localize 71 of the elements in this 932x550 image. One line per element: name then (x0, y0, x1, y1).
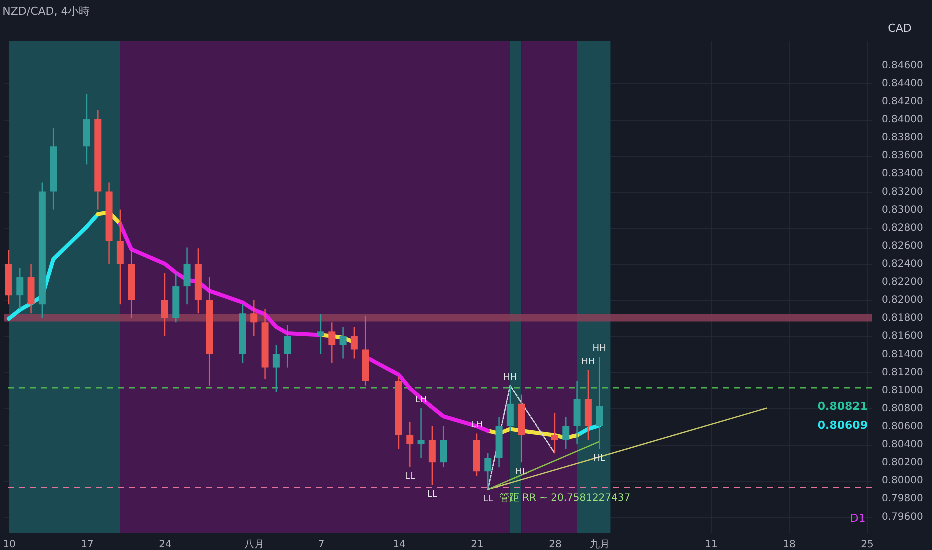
candlestick (250, 299, 258, 337)
y-tick-label: 0.84400 (882, 78, 924, 90)
x-tick-label: 14 (393, 540, 406, 550)
candlestick (562, 416, 570, 450)
x-tick-label: 24 (159, 540, 172, 550)
y-tick-label: 0.81000 (882, 385, 924, 396)
y-tick-label: 0.84200 (882, 96, 924, 108)
y-tick-label: 0.82400 (882, 258, 924, 270)
candlestick (350, 326, 358, 360)
candlestick (284, 324, 292, 368)
x-tick-label: 17 (81, 540, 94, 550)
x-tick-label: 21 (471, 540, 484, 550)
annotation: 0.80821 (818, 400, 868, 413)
x-tick-label: 11 (705, 540, 718, 550)
y-tick-label: 0.80800 (882, 403, 924, 414)
x-tick-label: 7 (318, 540, 325, 550)
y-tick-label: 0.83800 (882, 132, 924, 144)
candlestick (272, 344, 280, 393)
candlestick (484, 452, 492, 490)
candlestick (162, 272, 168, 337)
y-tick-label: 0.81600 (882, 331, 924, 342)
y-tick-label: 0.84600 (882, 60, 924, 72)
annotation: LL (483, 494, 494, 505)
candlestick (184, 247, 191, 306)
y-tick-label: 0.82000 (882, 295, 924, 306)
text: CAD (888, 22, 912, 35)
candlestick (406, 421, 414, 468)
y-tick-label: 0.80000 (882, 476, 924, 487)
x-tick-label: 八月 (244, 540, 265, 550)
annotation: HH (592, 344, 606, 354)
y-tick-label: 0.82800 (882, 222, 924, 234)
annotation: HH (582, 358, 596, 368)
x-tick-label: 25 (861, 540, 874, 550)
annotation: HL (516, 468, 528, 478)
annotation: D1 (850, 512, 866, 525)
candlestick (328, 322, 336, 364)
x-tick-label: 九月 (590, 538, 610, 550)
y-tick-label: 0.80600 (882, 421, 924, 432)
candlestick (440, 426, 448, 468)
x-tick-label: 10 (3, 540, 16, 550)
candlestick (340, 326, 347, 360)
candlestick (596, 356, 604, 450)
annotation: LL (427, 490, 438, 500)
y-tick-label: 0.80400 (882, 440, 924, 451)
y-tick-label: 0.83400 (882, 168, 924, 180)
y-tick-label: 0.83200 (882, 186, 924, 198)
y-tick-label: 0.81400 (882, 349, 924, 360)
y-tick-label: 0.81200 (882, 367, 924, 378)
y-tick-label: 0.80200 (882, 458, 924, 469)
y-tick-label: 0.82200 (882, 277, 924, 288)
candlestick (428, 426, 436, 486)
annotation: 0.80609 (818, 419, 868, 432)
y-tick-label: 0.82600 (882, 240, 924, 252)
chart-title: NZD/CAD, 4小時 (2, 5, 90, 18)
x-tick-label: 18 (783, 540, 796, 550)
candlestick (16, 268, 24, 310)
x-tick-label: 28 (549, 540, 562, 550)
candlestick (552, 412, 558, 454)
annotation: LL (405, 472, 416, 482)
y-tick-label: 0.83000 (882, 204, 924, 216)
y-tick-label: 0.84000 (882, 114, 924, 126)
annotation: 管距 RR ~ 20.7581227437 (499, 492, 631, 504)
candlestick (318, 314, 324, 355)
y-tick-label: 0.79600 (882, 512, 924, 523)
candlestick (418, 408, 425, 459)
y-tick-label: 0.79800 (882, 494, 924, 505)
annotation: HH (504, 372, 518, 383)
y-tick-label: 0.83600 (882, 150, 924, 162)
candlestick (506, 385, 514, 432)
y-tick-label: 0.81800 (882, 313, 924, 324)
candlestick (116, 209, 124, 306)
